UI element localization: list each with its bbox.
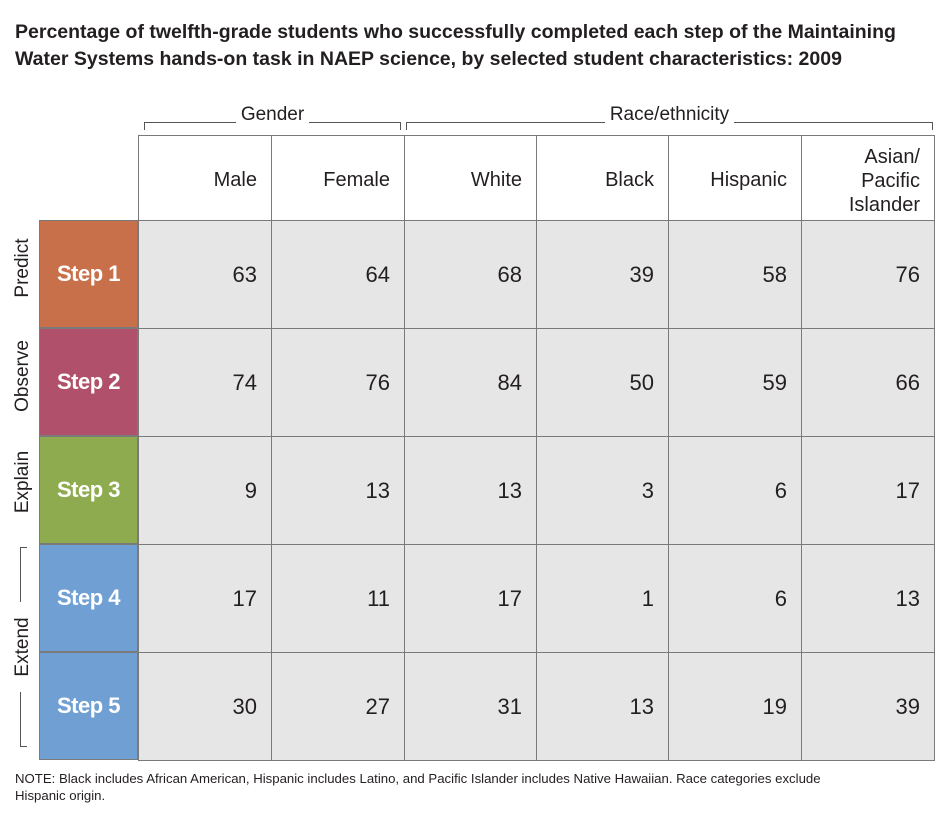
table-cell: 68	[404, 220, 537, 329]
table-cell: 17	[801, 436, 935, 545]
table-cell: 13	[801, 544, 935, 653]
table-cell: 1	[536, 544, 669, 653]
extend-bracket-gap	[14, 602, 34, 692]
table-cell: 31	[404, 652, 537, 761]
column-header-asian-pacific-islander: Asian/Pacific Islander	[801, 135, 935, 221]
gender-group-text: Gender	[235, 104, 310, 125]
step-2-label: Step 2	[39, 328, 138, 436]
table-cell: 58	[668, 220, 802, 329]
column-header-female: Female	[271, 135, 405, 221]
table-cell: 3	[536, 436, 669, 545]
table-cell: 84	[404, 328, 537, 437]
table-cell: 19	[668, 652, 802, 761]
column-header-male: Male	[138, 135, 272, 221]
footnote-line-1: NOTE: Black includes African American, H…	[15, 771, 821, 786]
step-3-label: Step 3	[39, 436, 138, 544]
table-cell: 13	[271, 436, 405, 545]
title-line-2: Water Systems hands-on task in NAEP scie…	[15, 48, 842, 70]
table-row: 9 13 13 3 6 17	[138, 436, 935, 545]
footnote-line-2: Hispanic origin.	[15, 788, 106, 803]
column-header-white: White	[404, 135, 537, 221]
table-cell: 74	[138, 328, 272, 437]
table-cell: 66	[801, 328, 935, 437]
table-cell: 76	[271, 328, 405, 437]
explain-label: Explain	[12, 450, 33, 514]
title-line-1: Percentage of twelfth-grade students who…	[15, 21, 896, 43]
table-cell: 50	[536, 328, 669, 437]
step-5-label: Step 5	[39, 652, 138, 760]
observe-label: Observe	[12, 340, 33, 412]
race-group-text: Race/ethnicity	[604, 104, 735, 125]
table-row: 17 11 17 1 6 13	[138, 544, 935, 653]
table-cell: 17	[138, 544, 272, 653]
data-table: Male Female White Black Hispanic Asian/P…	[138, 135, 935, 761]
extend-label: Extend	[12, 617, 33, 677]
chart-title: Percentage of twelfth-grade students who…	[15, 19, 915, 73]
predict-label: Predict	[12, 238, 33, 298]
table-cell: 59	[668, 328, 802, 437]
table-cell: 11	[271, 544, 405, 653]
table-cell: 64	[271, 220, 405, 329]
table-cell: 76	[801, 220, 935, 329]
table-cell: 9	[138, 436, 272, 545]
table-row: 63 64 68 39 58 76	[138, 220, 935, 329]
table-cell: 6	[668, 544, 802, 653]
table-body: 63 64 68 39 58 76 74 76 84 50 59 66 9 13 13 3 6 17 17 11 17 1…	[138, 220, 935, 761]
table-cell: 27	[271, 652, 405, 761]
race-group-label: Race/ethnicity	[406, 104, 933, 126]
column-header-hispanic: Hispanic	[668, 135, 802, 221]
table-cell: 17	[404, 544, 537, 653]
footnote: NOTE: Black includes African American, H…	[15, 770, 915, 804]
table-cell: 13	[404, 436, 537, 545]
step-4-label: Step 4	[39, 544, 138, 652]
table-cell: 39	[801, 652, 935, 761]
step-1-label: Step 1	[39, 220, 138, 328]
column-header-black: Black	[536, 135, 669, 221]
table-cell: 39	[536, 220, 669, 329]
table-cell: 63	[138, 220, 272, 329]
table-row: 30 27 31 13 19 39	[138, 652, 935, 761]
table-cell: 30	[138, 652, 272, 761]
header-row: Male Female White Black Hispanic Asian/P…	[138, 135, 935, 221]
table-cell: 6	[668, 436, 802, 545]
table-cell: 13	[536, 652, 669, 761]
gender-group-label: Gender	[144, 104, 401, 126]
table-row: 74 76 84 50 59 66	[138, 328, 935, 437]
